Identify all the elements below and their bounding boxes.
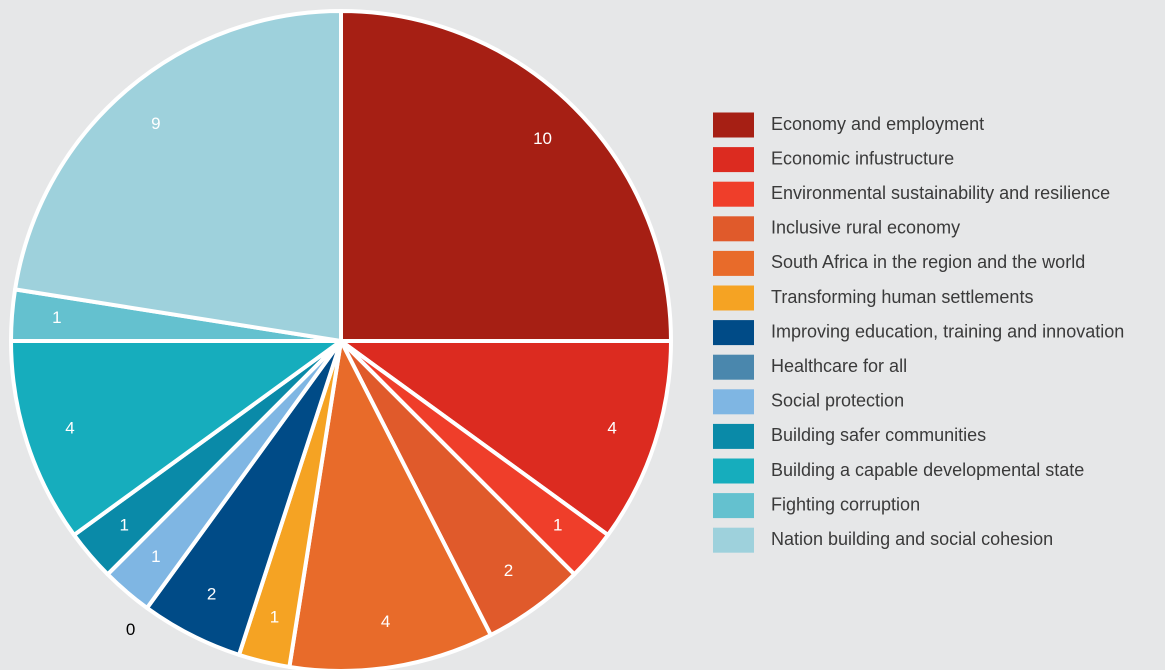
legend-label: Inclusive rural economy — [771, 218, 960, 238]
pie-slice — [13, 9, 343, 343]
slice-label: 2 — [207, 584, 216, 603]
legend-label: Fighting corruption — [771, 494, 920, 514]
slice-label: 9 — [151, 114, 160, 133]
legend-swatch — [713, 320, 754, 346]
pie-slice — [287, 339, 493, 670]
legend-swatch — [713, 354, 754, 380]
slice-label: 1 — [52, 308, 61, 327]
legend-swatch — [713, 285, 754, 311]
legend-swatch — [713, 181, 754, 207]
slice-label: 4 — [65, 419, 74, 438]
slice-label: 1 — [270, 608, 279, 627]
legend-swatch — [713, 389, 754, 415]
legend-label: South Africa in the region and the world — [771, 252, 1085, 272]
legend-label: Healthcare for all — [771, 356, 907, 376]
slice-label: 1 — [553, 516, 562, 535]
legend-swatch — [713, 112, 754, 138]
legend-swatch — [713, 216, 754, 242]
legend-label: Economic infustructure — [771, 148, 954, 168]
legend-swatch — [713, 423, 754, 449]
slice-label: 4 — [607, 419, 616, 438]
legend-label: Building a capable developmental state — [771, 460, 1084, 480]
legend-label: Building safer communities — [771, 425, 986, 445]
pie-slice — [339, 339, 673, 537]
legend-swatch — [713, 458, 754, 484]
legend-label: Economy and employment — [771, 114, 984, 134]
slice-label: 1 — [120, 516, 129, 535]
slice-label: 4 — [381, 612, 390, 631]
pie-slice — [339, 9, 673, 343]
legend-label: Improving education, training and innova… — [771, 321, 1124, 341]
pie-slice — [9, 339, 343, 537]
legend-label: Transforming human settlements — [771, 287, 1033, 307]
legend-swatch — [713, 147, 754, 173]
legend-swatch — [713, 493, 754, 519]
legend-label: Nation building and social cohesion — [771, 529, 1053, 549]
legend-label: Environmental sustainability and resilie… — [771, 183, 1110, 203]
slice-label: 0 — [126, 620, 135, 639]
slice-label: 10 — [533, 129, 552, 148]
legend-swatch — [713, 527, 754, 553]
legend-label: Social protection — [771, 391, 904, 411]
slice-label: 2 — [504, 561, 513, 580]
legend-swatch — [713, 250, 754, 276]
slice-label: 1 — [151, 547, 160, 566]
